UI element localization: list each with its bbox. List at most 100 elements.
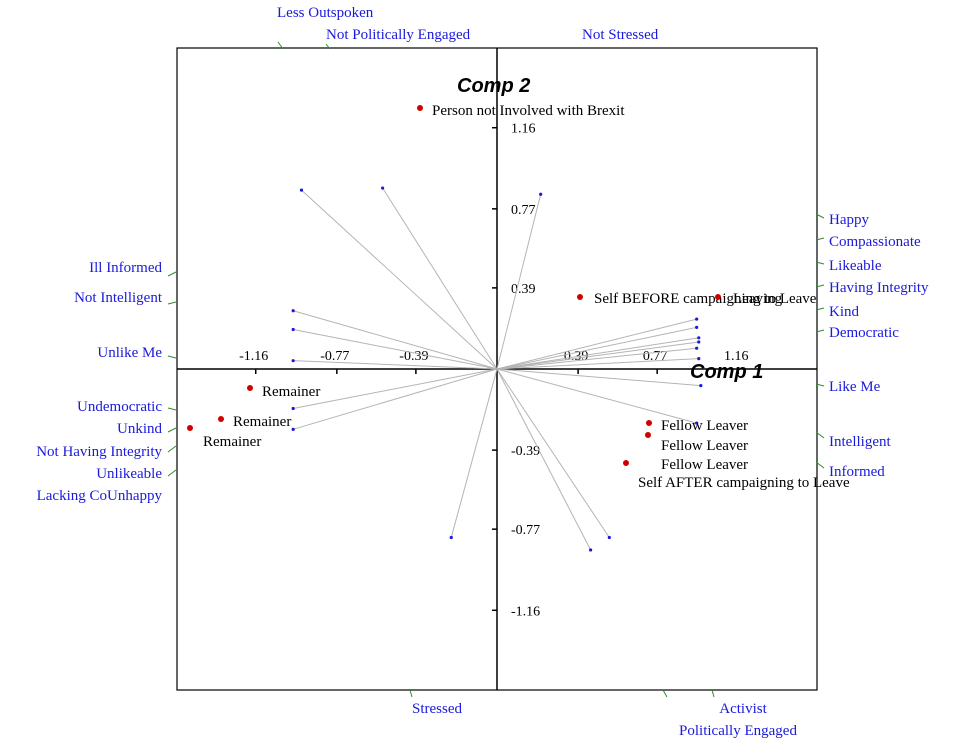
- construct-vector: [293, 310, 498, 370]
- element-label: Fellow Leaver: [661, 438, 748, 454]
- label-leader: [815, 213, 825, 219]
- construct-label: Undemocratic: [77, 399, 162, 415]
- y-tick-label: -1.16: [511, 604, 540, 619]
- element-point: [247, 385, 253, 391]
- construct-label: Ill Informed: [89, 260, 162, 276]
- label-leader: [277, 41, 284, 50]
- x-tick-label: 1.16: [724, 349, 749, 364]
- construct-vector: [450, 368, 498, 538]
- label-leader: [167, 301, 177, 305]
- label-leader: [815, 261, 825, 265]
- construct-vector: [293, 368, 498, 430]
- construct-vector-end: [291, 427, 295, 431]
- element-label: Fellow Leaver: [661, 457, 748, 473]
- element-label: Person not Involved with Brexit: [432, 103, 625, 119]
- label-leader: [662, 689, 668, 698]
- construct-vector: [496, 318, 697, 370]
- x-tick-label: -0.77: [320, 349, 349, 364]
- label-leader: [167, 271, 177, 277]
- construct-label: Informed: [829, 464, 885, 480]
- element-label: Self BEFORE campaigning to Leave: [594, 291, 817, 307]
- construct-label: Unlikeable: [96, 466, 162, 482]
- construct-vector: [496, 347, 697, 370]
- element-label: Remainer: [203, 434, 261, 450]
- construct-vector: [293, 328, 498, 370]
- label-leader: [167, 427, 177, 433]
- construct-vector-end: [291, 309, 295, 313]
- label-leader: [167, 445, 177, 453]
- construct-label: Not Having Integrity: [36, 444, 162, 460]
- construct-label: Unkind: [117, 421, 163, 437]
- y-tick-label: -0.39: [511, 444, 540, 459]
- construct-vector-end: [291, 359, 295, 363]
- element-point: [218, 416, 224, 422]
- element-point: [715, 294, 721, 300]
- construct-vector-end: [291, 406, 295, 411]
- label-leader: [167, 407, 177, 411]
- element-label: Leaving: [733, 291, 783, 307]
- construct-label: Less Outspoken: [277, 5, 374, 21]
- construct-vector: [293, 360, 498, 370]
- construct-label: Happy: [829, 212, 869, 228]
- construct-vector-end: [291, 327, 295, 332]
- label-leader: [325, 43, 331, 50]
- construct-vector: [496, 368, 697, 424]
- construct-vector: [496, 341, 699, 370]
- label-leader: [167, 355, 177, 359]
- element-point: [417, 105, 423, 111]
- construct-vector-end: [699, 384, 703, 388]
- construct-vector: [496, 337, 699, 370]
- construct-label: Activist: [719, 701, 767, 717]
- construct-label: Like Me: [829, 379, 881, 395]
- construct-label: Compassionate: [829, 234, 921, 250]
- label-leader: [815, 431, 825, 439]
- label-leader: [815, 284, 825, 288]
- construct-label: Having Integrity: [829, 280, 929, 296]
- element-label: Remainer: [233, 414, 291, 430]
- element-point: [577, 294, 583, 300]
- construct-vector-end: [381, 186, 385, 190]
- construct-label: Kind: [829, 304, 860, 320]
- label-leader: [167, 469, 177, 477]
- y-tick-label: 0.77: [511, 203, 536, 218]
- label-leader: [815, 383, 825, 387]
- construct-label: Democratic: [829, 325, 899, 341]
- label-leader: [815, 237, 825, 241]
- construct-label: Politically Engaged: [679, 723, 797, 739]
- element-label: Self AFTER campaigning to Leave: [638, 475, 850, 491]
- construct-label: Not Politically Engaged: [326, 27, 471, 43]
- construct-label: Intelligent: [829, 434, 891, 450]
- construct-label: Stressed: [412, 701, 462, 717]
- construct-label: Not Stressed: [582, 27, 659, 43]
- construct-vector-end: [449, 535, 453, 540]
- construct-vector-end: [299, 188, 304, 192]
- y-tick-label: 1.16: [511, 122, 536, 137]
- element-label: Fellow Leaver: [661, 418, 748, 434]
- construct-label: Lacking CoUnhappy: [37, 488, 163, 504]
- construct-label: Not Intelligent: [74, 290, 163, 306]
- element-point: [187, 425, 193, 431]
- label-leader: [815, 461, 825, 469]
- construct-vector-end: [695, 325, 699, 329]
- y-tick-label: -0.77: [511, 523, 540, 538]
- label-leader: [409, 689, 413, 698]
- construct-vector-end: [695, 346, 699, 350]
- x-tick-label: -0.39: [399, 349, 428, 364]
- element-point: [645, 432, 651, 438]
- x-tick-label: -1.16: [239, 349, 268, 364]
- element-label: Remainer: [262, 384, 320, 400]
- construct-vector: [301, 189, 498, 370]
- construct-label: Unlike Me: [97, 345, 162, 361]
- y-tick-label: 0.39: [511, 282, 536, 297]
- construct-vector-end: [695, 317, 699, 321]
- element-point: [646, 420, 652, 426]
- construct-vector: [293, 368, 498, 410]
- x-axis-title: Comp 1: [690, 361, 763, 383]
- construct-vector: [496, 194, 542, 370]
- construct-vector-end: [697, 336, 701, 340]
- construct-label: Likeable: [829, 258, 882, 274]
- label-leader: [815, 329, 825, 333]
- label-leader: [711, 689, 715, 698]
- construct-vector: [496, 326, 697, 370]
- construct-vector-end: [695, 421, 699, 425]
